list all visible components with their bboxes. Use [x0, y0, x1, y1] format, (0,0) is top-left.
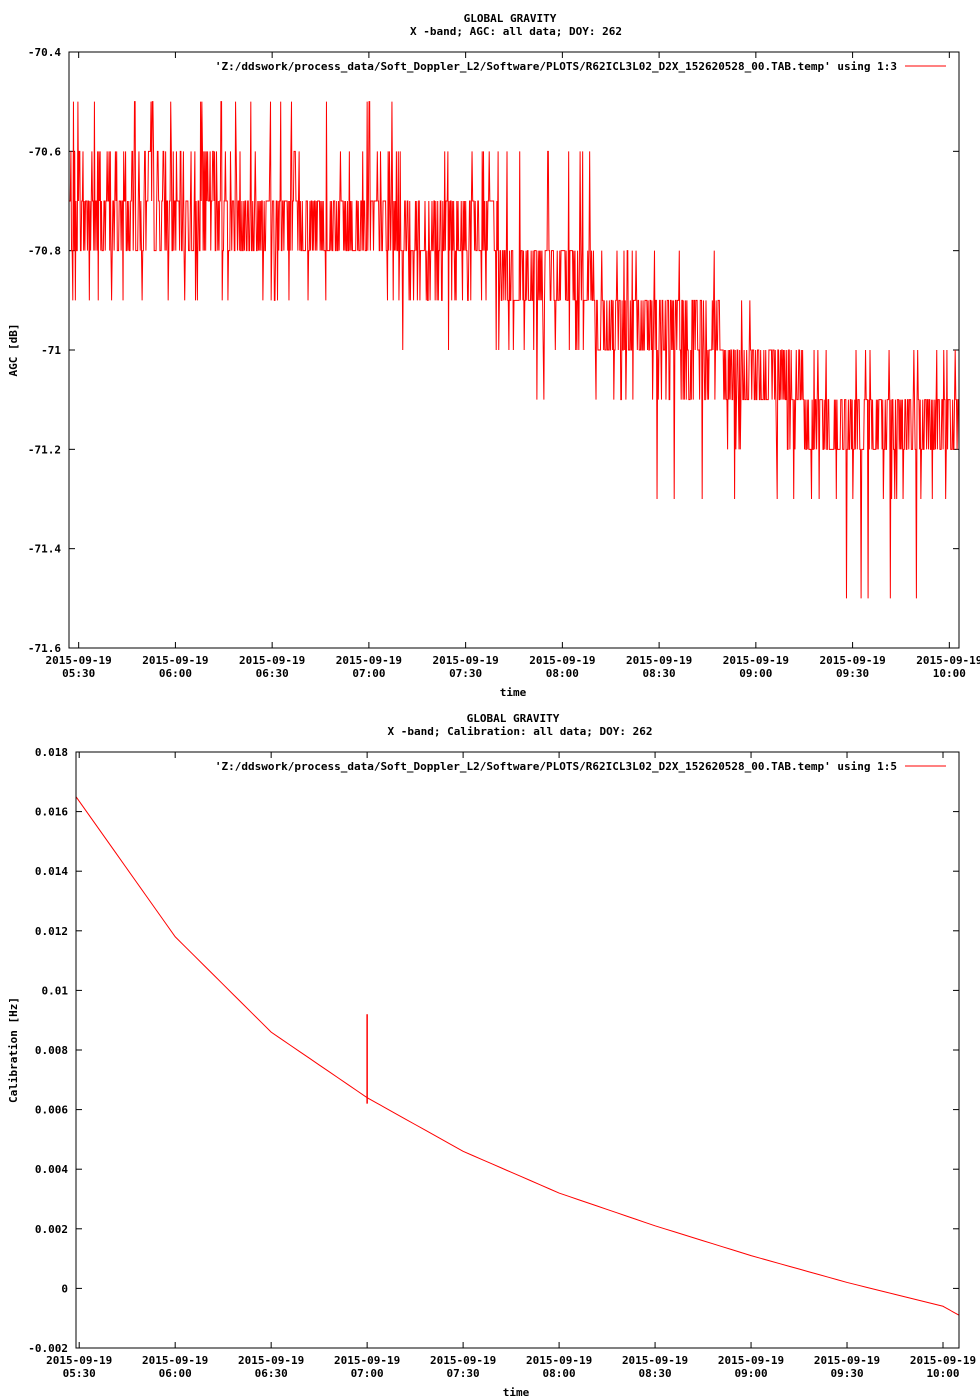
x-tick-date: 2015-09-19: [433, 654, 499, 667]
x-tick-time: 05:30: [62, 667, 95, 680]
x-tick-date: 2015-09-19: [819, 654, 885, 667]
x-tick-date: 2015-09-19: [526, 1354, 592, 1367]
x-tick-date: 2015-09-19: [46, 1354, 112, 1367]
y-axis-label: Calibration [Hz]: [7, 997, 20, 1103]
x-tick-date: 2015-09-19: [46, 654, 112, 667]
y-tick-label: -70.6: [28, 145, 61, 158]
plot-frame: [68, 51, 960, 649]
x-tick-date: 2015-09-19: [430, 1354, 496, 1367]
chart-subtitle: X -band; Calibration: all data; DOY: 262: [388, 725, 653, 738]
y-tick-label: 0.002: [35, 1223, 68, 1236]
x-tick-time: 09:30: [836, 667, 869, 680]
x-tick-time: 07:30: [449, 667, 482, 680]
chart-title: GLOBAL GRAVITY: [464, 12, 557, 25]
x-tick-time: 06:00: [159, 667, 192, 680]
y-tick-label: -70.8: [28, 245, 61, 258]
x-tick-date: 2015-09-19: [723, 654, 789, 667]
x-tick-time: 09:00: [739, 667, 772, 680]
x-tick-time: 05:30: [63, 1367, 96, 1380]
y-axis-label: AGC [dB]: [7, 324, 20, 377]
y-tick-label: -71: [41, 344, 61, 357]
x-tick-time: 07:00: [351, 1367, 384, 1380]
x-tick-date: 2015-09-19: [334, 1354, 400, 1367]
x-tick-date: 2015-09-19: [814, 1354, 880, 1367]
x-tick-time: 09:00: [734, 1367, 767, 1380]
x-tick-date: 2015-09-19: [336, 654, 402, 667]
y-tick-label: -71.4: [28, 543, 61, 556]
x-tick-time: 08:30: [643, 667, 676, 680]
chart-title: GLOBAL GRAVITY: [467, 712, 560, 725]
chart-subtitle: X -band; AGC: all data; DOY: 262: [410, 25, 622, 38]
y-tick-label: 0.014: [35, 865, 68, 878]
y-tick-label: 0.012: [35, 925, 68, 938]
x-tick-date: 2015-09-19: [718, 1354, 784, 1367]
x-tick-time: 06:30: [255, 1367, 288, 1380]
legend-label: 'Z:/ddswork/process_data/Soft_Doppler_L2…: [215, 760, 897, 773]
calibration-chart: GLOBAL GRAVITY X -band; Calibration: all…: [7, 712, 976, 1399]
x-tick-date: 2015-09-19: [916, 654, 980, 667]
agc-chart: GLOBAL GRAVITY X -band; AGC: all data; D…: [7, 12, 980, 699]
x-tick-date: 2015-09-19: [626, 654, 692, 667]
y-tick-label: -70.4: [28, 46, 61, 59]
legend-label: 'Z:/ddswork/process_data/Soft_Doppler_L2…: [215, 60, 897, 73]
y-tick-label: 0.016: [35, 806, 68, 819]
x-axis-label: time: [500, 686, 527, 699]
x-tick-time: 07:30: [447, 1367, 480, 1380]
y-tick-label: 0: [61, 1282, 68, 1295]
x-tick-time: 06:30: [256, 667, 289, 680]
x-axis-label: time: [503, 1386, 530, 1399]
x-tick-date: 2015-09-19: [239, 654, 305, 667]
x-tick-date: 2015-09-19: [142, 1354, 208, 1367]
x-tick-time: 10:00: [926, 1367, 959, 1380]
x-tick-date: 2015-09-19: [910, 1354, 976, 1367]
y-tick-label: 0.01: [42, 984, 69, 997]
x-tick-time: 08:00: [546, 667, 579, 680]
series-calibration-line: [75, 796, 960, 1316]
series-agc-line: [69, 101, 960, 599]
y-tick-label: 0.008: [35, 1044, 68, 1057]
plot-frame: [75, 751, 960, 1349]
y-tick-label: -71.2: [28, 443, 61, 456]
x-tick-time: 07:00: [352, 667, 385, 680]
y-tick-label: 0.018: [35, 746, 68, 759]
x-tick-date: 2015-09-19: [622, 1354, 688, 1367]
x-tick-time: 06:00: [159, 1367, 192, 1380]
x-tick-time: 09:30: [830, 1367, 863, 1380]
x-tick-date: 2015-09-19: [142, 654, 208, 667]
x-tick-date: 2015-09-19: [529, 654, 595, 667]
x-tick-date: 2015-09-19: [238, 1354, 304, 1367]
y-tick-label: 0.004: [35, 1163, 68, 1176]
x-tick-time: 08:00: [543, 1367, 576, 1380]
y-tick-label: -71.6: [28, 642, 61, 655]
y-tick-label: -0.002: [28, 1342, 68, 1355]
x-tick-time: 10:00: [933, 667, 966, 680]
y-tick-label: 0.006: [35, 1104, 68, 1117]
x-tick-time: 08:30: [639, 1367, 672, 1380]
